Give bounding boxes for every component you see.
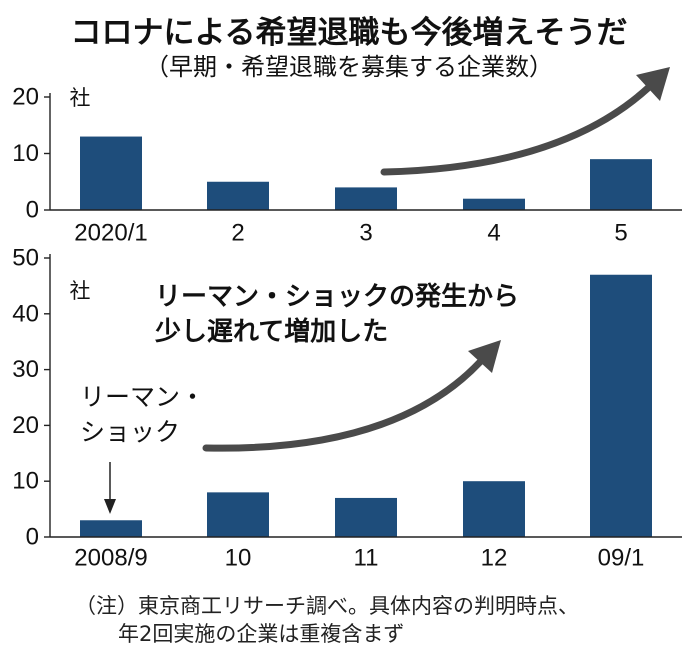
bottom-y-tick-label-40: 40	[12, 300, 39, 327]
top-chart-unit-label: 社	[70, 86, 91, 110]
top-x-tick-label-5: 5	[614, 220, 627, 247]
bottom-y-tick-label-10: 10	[12, 468, 39, 495]
top-chart: 2020/1 2 3 4 5 0 10 20	[12, 84, 682, 247]
top-trend-arrow	[380, 67, 670, 176]
event-label-line-2: ショック	[80, 418, 180, 447]
bottom-x-tick-label-12: 12	[481, 545, 508, 572]
top-bar-4	[463, 198, 525, 210]
chart-subtitle: （早期・希望退職を募集する企業数）	[145, 53, 553, 81]
bottom-y-tick-label-20: 20	[12, 412, 39, 439]
event-pointer-arrow	[104, 462, 116, 514]
bottom-x-tick-label-2008-9: 2008/9	[74, 545, 147, 572]
bottom-bar-10	[207, 492, 269, 537]
bottom-trend-arrowhead-icon	[468, 340, 501, 373]
top-bar-2020-1	[80, 136, 142, 210]
bottom-chart-unit-label: 社	[70, 279, 91, 303]
top-x-tick-label-2: 2	[231, 220, 244, 247]
bottom-bar-11	[335, 497, 397, 537]
top-trend-arrow-line	[380, 84, 652, 176]
top-y-tick-label-20: 20	[12, 84, 39, 111]
bottom-y-tick-label-30: 30	[12, 356, 39, 383]
bottom-bar-09-1	[590, 274, 652, 537]
event-label-line-1: リーマン・	[80, 383, 205, 412]
bottom-bar-12	[463, 481, 525, 537]
bottom-trend-arrow-line	[202, 358, 484, 452]
top-y-tick-label-0: 0	[26, 197, 39, 224]
footnote-line-2: 年2回実施の企業は重複含まず	[118, 622, 404, 646]
bottom-chart: 2008/9 10 11 12 09/1 0 10 20 30 40 50	[12, 245, 682, 572]
bottom-trend-arrow	[202, 340, 501, 452]
top-x-tick-label-4: 4	[487, 220, 500, 247]
event-pointer-arrowhead-icon	[104, 499, 116, 514]
bottom-x-tick-label-10: 10	[225, 545, 252, 572]
bottom-x-tick-label-09-1: 09/1	[598, 545, 645, 572]
bottom-y-tick-label-0: 0	[26, 524, 39, 551]
bottom-bar-2008-9	[80, 520, 142, 537]
top-x-tick-label-2020-1: 2020/1	[74, 220, 147, 247]
bottom-x-tick-label-11: 11	[354, 545, 379, 572]
top-bar-5	[590, 159, 652, 210]
bottom-y-tick-label-50: 50	[12, 245, 39, 272]
annotation-line-1: リーマン・ショックの発生から	[155, 282, 519, 312]
footnote-line-1: （注）東京商工リサーチ調べ。具体内容の判明時点、	[75, 594, 579, 618]
chart-title: コロナによる希望退職も今後増えそうだ	[70, 15, 627, 51]
top-x-tick-label-3: 3	[359, 220, 372, 247]
annotation-line-2: 少し遅れて増加した	[154, 317, 388, 347]
top-bar-2	[207, 181, 269, 210]
top-trend-arrowhead-icon	[636, 67, 670, 101]
top-bar-3	[335, 187, 397, 210]
top-y-tick-label-10: 10	[12, 140, 39, 167]
